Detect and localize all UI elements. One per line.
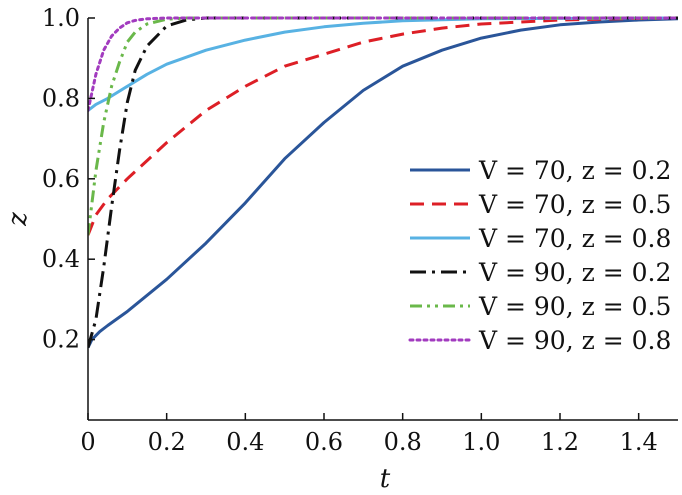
plot-area — [88, 16, 678, 349]
x-tick-label: 0 — [80, 428, 95, 456]
series-line-6 — [88, 16, 678, 112]
y-tick-label: 0.4 — [42, 245, 80, 273]
series-line-1 — [88, 17, 678, 349]
x-tick-label: 0.8 — [384, 428, 422, 456]
y-axis-label: z — [3, 212, 33, 227]
x-tick-label: 1.4 — [620, 428, 658, 456]
legend-label-5: V = 90, z = 0.5 — [478, 292, 671, 321]
legend-label-2: V = 70, z = 0.5 — [478, 190, 671, 219]
tick-labels: 0 0.2 0.4 0.6 0.8 1.0 1.2 1.4 0.2 0.4 0.6 0.8 1.0 — [42, 4, 658, 456]
x-axis-label: t — [380, 464, 391, 494]
series-line-3 — [88, 16, 678, 112]
x-tick-label: 1.2 — [541, 428, 579, 456]
x-tick-label: 0.4 — [226, 428, 264, 456]
y-tick-label: 1.0 — [42, 4, 80, 32]
legend-label-1: V = 70, z = 0.2 — [478, 156, 671, 185]
legend: V = 70, z = 0.2 V = 70, z = 0.5 V = 70, z … — [408, 156, 671, 355]
y-tick-label: 0.8 — [42, 84, 80, 112]
legend-label-6: V = 90, z = 0.8 — [478, 326, 671, 355]
y-tick-label: 0.6 — [42, 165, 80, 193]
x-tick-label: 1.0 — [462, 428, 500, 456]
legend-label-3: V = 70, z = 0.8 — [478, 224, 671, 253]
legend-label-4: V = 90, z = 0.2 — [478, 258, 671, 287]
x-tick-label: 0.2 — [148, 428, 186, 456]
x-tick-label: 0.6 — [305, 428, 343, 456]
y-tick-label: 0.2 — [42, 326, 80, 354]
axes — [87, 17, 678, 421]
